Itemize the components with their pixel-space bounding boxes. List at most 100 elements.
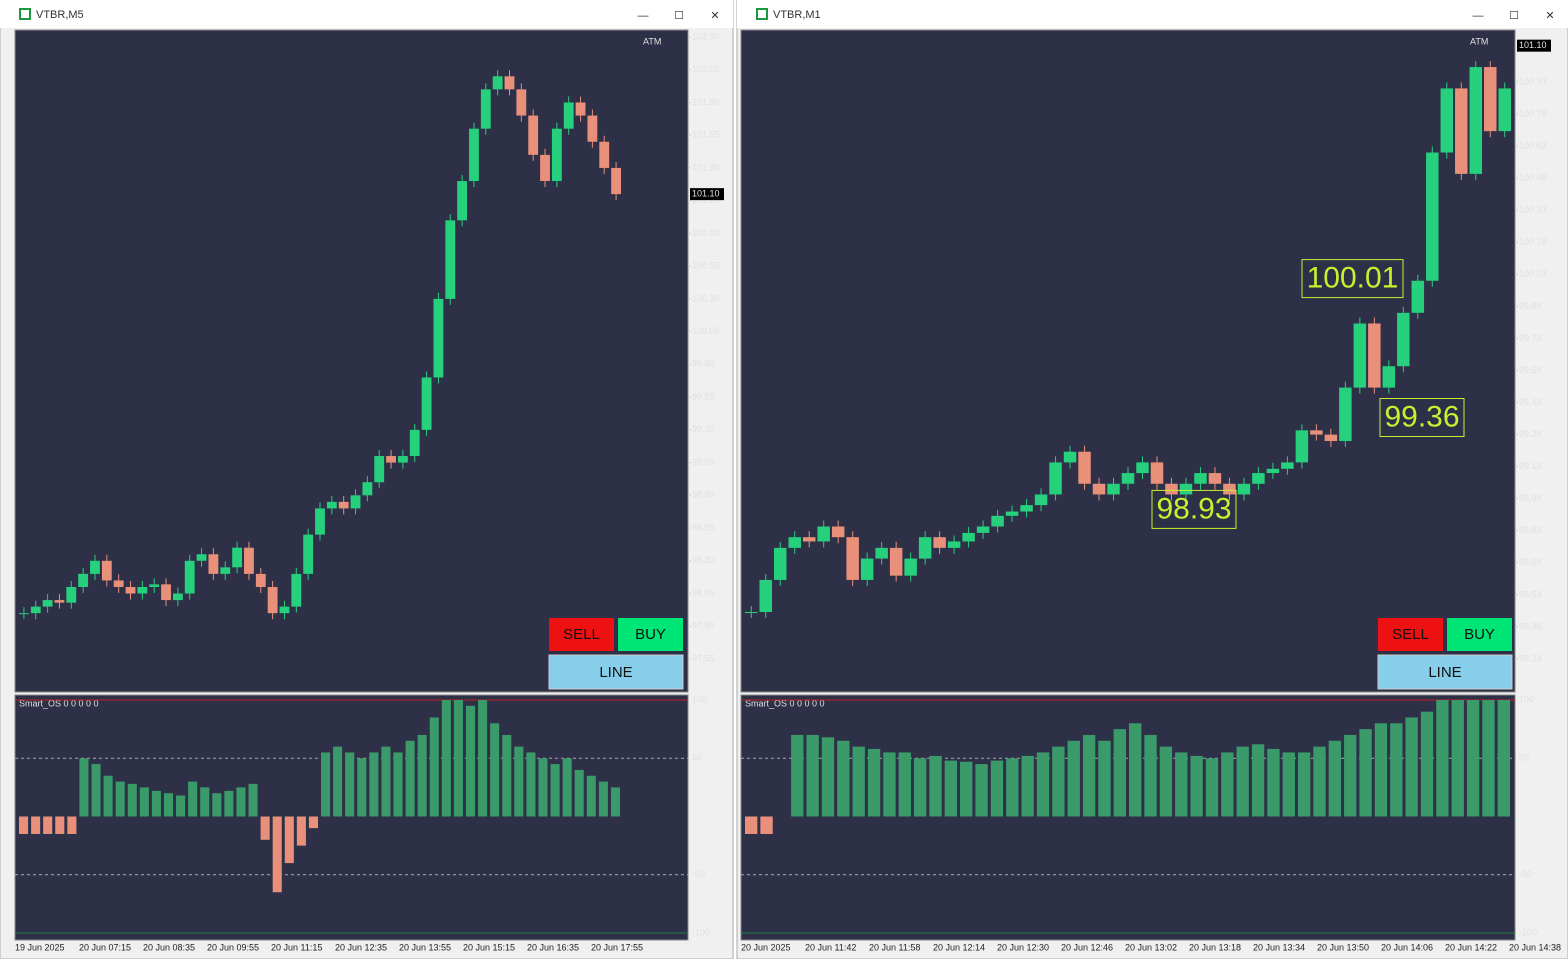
candle [161,584,171,601]
window-control[interactable]: — [1473,10,1484,22]
oscillator-bar [1282,752,1295,817]
sell-button[interactable] [1378,618,1443,651]
oscillator-bar [1113,729,1126,817]
candle [149,584,160,587]
line-button-label[interactable]: LINE [1428,664,1461,681]
candle [113,580,124,587]
time-label: 20 Jun 14:38 [1509,942,1561,952]
window-control[interactable]: ✕ [1545,10,1554,22]
window-control[interactable]: — [638,10,649,22]
candle [1295,430,1309,463]
oscillator-bar [598,781,608,817]
oscillator-tick-label: -50 [692,869,705,879]
candle [457,181,468,221]
oscillator-bar [514,746,524,817]
candle [759,579,772,612]
candle [788,537,801,548]
oscillator-bar [550,764,560,817]
candle [516,89,527,116]
oscillator-bar [188,781,198,817]
oscillator-bar [200,787,210,817]
oscillator-bar [745,816,758,834]
oscillator-name: Smart_OS 0 0 0 0 0 [745,698,825,708]
oscillator-bar [960,761,973,817]
oscillator-bar [151,790,161,817]
buy-button[interactable] [618,618,683,651]
oscillator-bar [1144,734,1157,817]
candle [303,534,314,574]
line-button[interactable] [548,654,684,690]
candle [875,547,888,559]
candle [1469,67,1483,174]
price-tick-label: 100.80 [692,228,720,238]
time-label: 20 Jun 13:02 [1125,942,1177,952]
candle [244,547,254,574]
price-tick-label: 101.80 [692,97,720,107]
oscillator-bar [465,705,476,817]
price-tick-label: 98.53 [1519,589,1542,599]
price-tick-label: 98.83 [1519,525,1542,535]
oscillator-bar [975,764,988,817]
buy-button-label[interactable]: BUY [1464,626,1495,643]
window-control[interactable]: ✕ [710,10,719,22]
oscillator-bar [1328,740,1342,817]
candle [90,560,100,574]
title-bar [737,0,1568,28]
price-tick-label: 98.68 [1519,557,1542,567]
candle [445,220,456,299]
oscillator-bar [212,793,222,817]
candle [1484,67,1497,132]
annotation-box [1301,259,1404,299]
candle [745,611,758,613]
candle [125,586,136,594]
oscillator-bar [1082,734,1096,817]
chart-icon [19,8,31,20]
price-tick-label: 98.98 [1519,493,1542,503]
badge: ATM [643,36,661,46]
price-tick-label: 102.30 [692,31,720,41]
time-label: 20 Jun 14:06 [1381,942,1433,952]
candle [860,558,874,580]
price-tick-label: 100.55 [692,261,720,271]
candle [421,377,432,430]
annotation-label: 98.93 [1156,492,1231,525]
oscillator-tick-label: -50 [1519,869,1532,879]
window-control[interactable]: ☐ [674,10,684,22]
oscillator-bar [357,758,367,817]
price-tick-label: 99.43 [1519,397,1542,407]
oscillator-bar [272,816,282,893]
oscillator-bar [1436,700,1449,817]
badge: ATM [1470,36,1488,46]
candle [30,606,41,614]
price-tick-label: 99.13 [1519,461,1542,471]
candle [386,456,396,463]
time-label: 20 Jun 07:15 [79,942,131,952]
candle [397,456,408,463]
time-label: 20 Jun 13:18 [1189,942,1241,952]
sell-button[interactable] [549,618,614,651]
window-control[interactable]: ☐ [1509,10,1519,22]
oscillator-bar [821,737,835,817]
oscillator-bar [1267,748,1280,817]
sell-button-label[interactable]: SELL [1392,626,1429,643]
price-tick-label: 102.05 [692,64,720,74]
oscillator-bar [1390,723,1403,817]
price-tick-label: 98.23 [1519,653,1542,663]
oscillator-bar [806,734,819,817]
oscillator-bar [574,769,584,817]
oscillator-bar [284,816,294,864]
oscillator-bar [1420,711,1434,817]
oscillator-bar [43,816,53,834]
oscillator-bar [453,700,463,817]
candle [338,501,349,509]
candle [1281,462,1294,469]
sell-button-label[interactable]: SELL [563,626,600,643]
candle [962,532,975,542]
buy-button[interactable] [1447,618,1512,651]
line-button[interactable] [1377,654,1513,690]
price-tick-label: 98.05 [692,588,715,598]
buy-button-label[interactable]: BUY [635,626,666,643]
line-button-label[interactable]: LINE [599,664,632,681]
time-label: 20 Jun 12:30 [997,942,1049,952]
current-price-box [690,188,724,201]
